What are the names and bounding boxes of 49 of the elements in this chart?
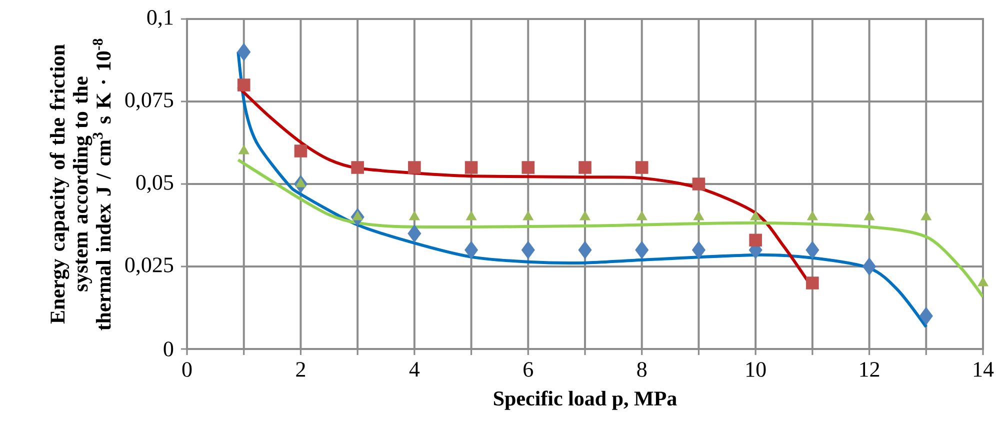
point <box>409 211 420 220</box>
x-tick-label: 6 <box>524 362 533 377</box>
point <box>294 144 308 158</box>
y-tick-label: 0,025 <box>125 258 174 276</box>
x-tick-label: 2 <box>296 362 306 377</box>
point <box>578 241 592 259</box>
point <box>862 258 876 276</box>
x-tick-label: 10 <box>746 362 766 377</box>
point <box>807 211 818 220</box>
point <box>578 161 592 174</box>
point <box>749 234 762 247</box>
point <box>920 211 932 220</box>
point <box>237 43 251 61</box>
point <box>352 211 363 220</box>
point <box>522 211 534 220</box>
point <box>635 241 649 259</box>
x-tick-label: 8 <box>637 362 647 377</box>
y-tick-label: 0,05 <box>136 175 174 194</box>
point <box>466 211 477 220</box>
point <box>237 78 250 92</box>
x-tick-label: 0 <box>182 362 192 377</box>
point <box>580 211 590 220</box>
point <box>408 161 421 174</box>
point <box>521 241 535 259</box>
point <box>919 307 933 325</box>
point <box>750 211 761 220</box>
x-tick-label: 4 <box>409 362 420 377</box>
y-tick-label: 0,075 <box>125 92 174 111</box>
point <box>464 161 478 174</box>
line-series <box>236 158 983 298</box>
point <box>864 211 875 220</box>
y-tick-label: 0,1 <box>147 10 173 28</box>
x-axis-title: Specific load p, MPa <box>494 390 677 410</box>
point <box>636 211 648 220</box>
point <box>295 178 306 188</box>
point <box>806 276 819 290</box>
point <box>806 241 820 259</box>
point <box>692 178 706 190</box>
point <box>522 161 535 174</box>
point <box>238 145 250 154</box>
x-tick-label: 14 <box>974 362 994 377</box>
point <box>692 241 706 259</box>
y-tick-label: 0 <box>164 342 174 356</box>
point <box>635 161 648 174</box>
point <box>351 161 364 174</box>
point <box>408 224 422 242</box>
point <box>693 211 704 220</box>
x-tick-label: 12 <box>860 362 880 377</box>
point <box>464 241 478 259</box>
